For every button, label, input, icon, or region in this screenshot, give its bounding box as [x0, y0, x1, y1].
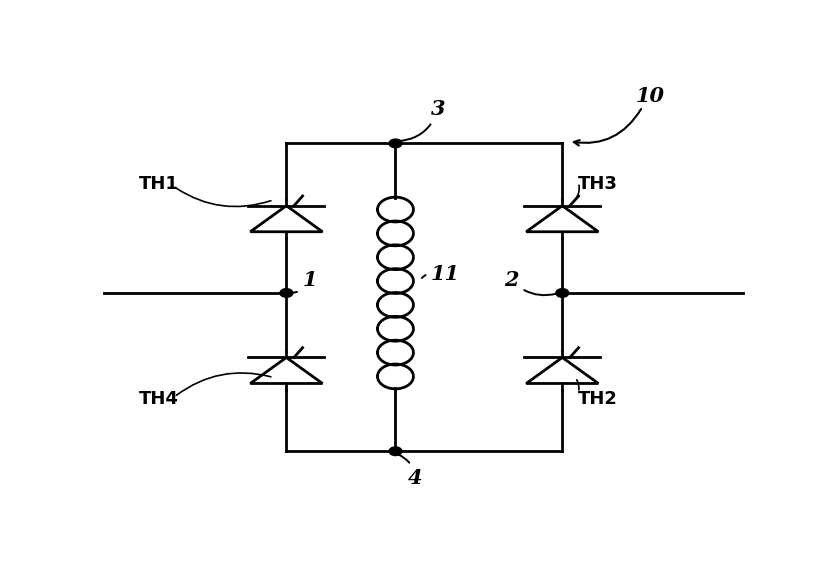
Text: 2: 2: [504, 270, 556, 295]
Circle shape: [389, 139, 401, 148]
Text: TH2: TH2: [577, 390, 618, 408]
Text: 3: 3: [398, 99, 445, 141]
Text: TH3: TH3: [577, 175, 618, 193]
Text: TH1: TH1: [139, 175, 179, 193]
Text: 10: 10: [635, 86, 664, 106]
Text: 11: 11: [421, 264, 459, 284]
Circle shape: [280, 289, 293, 297]
Circle shape: [389, 447, 401, 455]
Text: 1: 1: [292, 270, 317, 293]
Text: 4: 4: [398, 454, 423, 488]
Text: TH4: TH4: [139, 390, 179, 408]
Circle shape: [555, 289, 568, 297]
